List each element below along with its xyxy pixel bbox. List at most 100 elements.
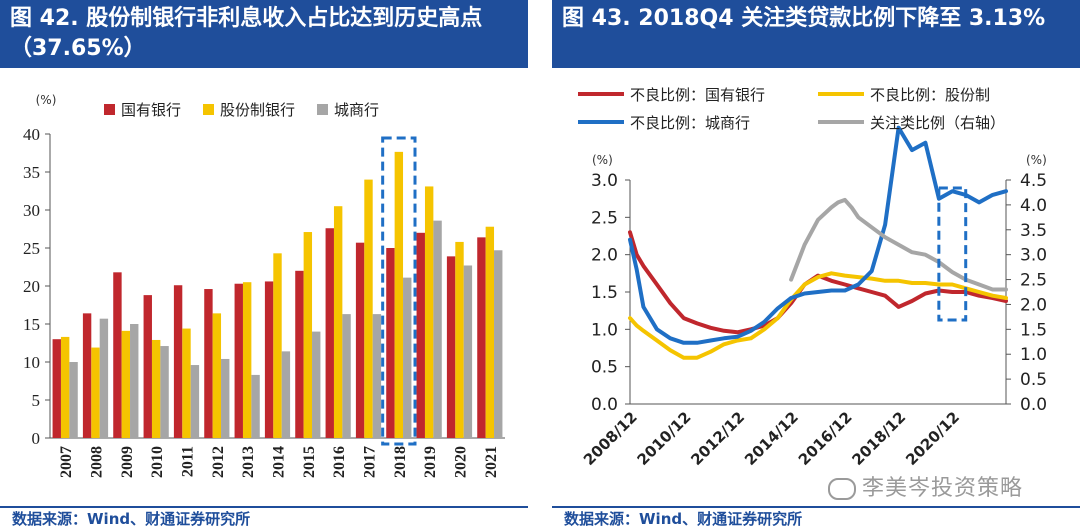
- left-chart-title: 图 42. 股份制银行非利息收入占比达到历史高点（37.65%）: [10, 6, 483, 61]
- highlight-box: [937, 186, 968, 322]
- x-tick-label: 2016/12: [795, 408, 856, 469]
- bar-股份制银行-2014: [273, 253, 282, 438]
- left-tick-label: 2.5: [591, 208, 618, 228]
- bar-股份制银行-2013: [242, 282, 252, 438]
- watermark-text: 李美岑投资策略: [862, 476, 1024, 501]
- right-tick-label: 2.0: [1020, 295, 1047, 315]
- bar-股份制银行-2020: [455, 241, 464, 438]
- bar-股份制银行-2016: [333, 206, 343, 438]
- watermark: 李美岑投资策略: [828, 470, 1023, 502]
- y-tick-label: 0: [32, 429, 41, 448]
- bar-城商行-2020: [463, 265, 473, 438]
- x-tick-label: 2017: [362, 446, 379, 478]
- left-tick-label: 0.0: [591, 395, 618, 415]
- x-tick-label: 2010: [149, 446, 166, 478]
- y-tick-label: 5: [32, 391, 41, 410]
- y-tick-label: 35: [23, 163, 40, 182]
- legend-label: 股份制银行: [220, 101, 295, 119]
- y-tick-label: 10: [23, 353, 40, 372]
- bar-国有银行-2021: [477, 237, 486, 438]
- x-tick-label: 2020: [453, 446, 470, 478]
- x-tick-label: 2018/12: [849, 408, 910, 469]
- bar-国有银行-2010: [143, 295, 152, 438]
- bar-股份制银行-2010: [151, 339, 161, 438]
- x-tick-label: 2012: [210, 446, 227, 478]
- bar-股份制银行-2015: [303, 232, 313, 438]
- y-tick-label: 25: [23, 239, 40, 258]
- bar-国有银行-2018: [386, 248, 395, 438]
- bar-国有银行-2011: [173, 285, 183, 438]
- x-tick-label: 2013: [240, 446, 257, 478]
- left-chart-header: 图 42. 股份制银行非利息收入占比达到历史高点（37.65%）: [0, 0, 528, 68]
- legend-label: 不良比例：城商行: [630, 114, 750, 132]
- right-chart-title: 图 43. 2018Q4 关注类贷款比例下降至 3.13%: [562, 6, 1046, 31]
- bar-城商行-2012: [221, 358, 230, 438]
- bar-城商行-2017: [372, 314, 382, 438]
- y-tick-label: 20: [23, 277, 40, 296]
- x-tick-label: 2021: [483, 446, 500, 478]
- y-tick-label: 40: [23, 125, 40, 144]
- x-tick-label: 2010/12: [634, 408, 695, 469]
- bar-城商行-2015: [312, 331, 321, 438]
- left-source-note: 数据来源：Wind、财通证券研究所: [0, 506, 528, 530]
- right-chart-header: 图 43. 2018Q4 关注类贷款比例下降至 3.13%: [552, 0, 1080, 68]
- x-tick-label: 2011: [180, 446, 197, 477]
- bar-chart: (%) 0 5 10 15 20 25 30 35 40 2007 2008 2009 2010 2011 2…: [23, 93, 505, 478]
- bar-股份制银行-2008: [91, 347, 100, 438]
- bar-股份制银行-2011: [182, 328, 191, 438]
- legend-swatch: [317, 104, 328, 115]
- bar-国有银行-2016: [325, 228, 334, 438]
- bar-城商行-2007: [69, 362, 78, 438]
- left-tick-label: 0.5: [591, 358, 618, 378]
- bar-城商行-2016: [342, 314, 351, 438]
- bar-城商行-2011: [190, 365, 200, 438]
- series-line-不良比例：国有银行: [628, 230, 1008, 335]
- right-tick-label: 3.0: [1020, 246, 1047, 266]
- bar-股份制银行-2019: [424, 186, 434, 438]
- wechat-icon: [828, 478, 856, 500]
- x-tick-label: 2008/12: [580, 408, 641, 469]
- bar-股份制银行-2009: [121, 330, 131, 438]
- x-tick-label: 2020/12: [902, 408, 963, 469]
- highlight-box: [381, 136, 417, 446]
- bar-股份制银行-2012: [212, 313, 222, 438]
- right-tick-label: 1.0: [1020, 345, 1047, 365]
- bar-股份制银行-2007: [60, 336, 70, 438]
- x-tick-label: 2019: [422, 446, 439, 478]
- legend-swatch: [104, 104, 115, 115]
- bar-国有银行-2020: [446, 256, 456, 438]
- bar-城商行-2021: [494, 250, 503, 438]
- bar-城商行-2010: [160, 346, 169, 438]
- bar-国有银行-2012: [204, 289, 213, 438]
- right-source-note: 数据来源：Wind、财通证券研究所: [552, 506, 1080, 530]
- left-tick-label: 2.0: [591, 246, 618, 266]
- right-tick-label: 0.0: [1020, 395, 1047, 415]
- bar-国有银行-2008: [82, 313, 92, 438]
- x-tick-label: 2018: [392, 446, 409, 478]
- series-line-不良比例：股份制: [628, 271, 1008, 360]
- left-tick-label: 1.5: [591, 283, 618, 303]
- bar-国有银行-2013: [234, 283, 243, 438]
- line-chart: (%) (%) 0.0 0.5 1.0 1.5 2.0 2.5 3.0 0.0 0.5 1.0 1.5 2…: [578, 86, 1047, 469]
- bar-城商行-2013: [251, 374, 260, 438]
- right-tick-label: 4.0: [1020, 196, 1047, 216]
- right-tick-label: 1.5: [1020, 320, 1047, 340]
- legend-label: 关注类比例（右轴）: [870, 114, 1005, 132]
- x-tick-label: 2009: [119, 446, 136, 478]
- x-tick-label: 2015: [301, 446, 318, 478]
- bar-股份制银行-2018: [394, 151, 404, 439]
- right-unit-label: (%): [1026, 153, 1047, 167]
- x-tick-label: 2008: [89, 446, 106, 478]
- bar-国有银行-2007: [52, 339, 61, 438]
- x-tick-label: 2014/12: [741, 408, 802, 469]
- bar-城商行-2018: [403, 277, 412, 438]
- legend-label: 国有银行: [121, 101, 181, 119]
- bar-国有银行-2009: [113, 272, 122, 438]
- legend-swatch: [203, 104, 214, 115]
- bar-国有银行-2019: [416, 232, 425, 438]
- bar-国有银行-2014: [264, 281, 274, 438]
- bar-城商行-2009: [130, 324, 139, 438]
- left-unit-label: (%): [592, 153, 613, 167]
- right-tick-label: 3.5: [1020, 221, 1047, 241]
- left-tick-label: 3.0: [591, 171, 618, 191]
